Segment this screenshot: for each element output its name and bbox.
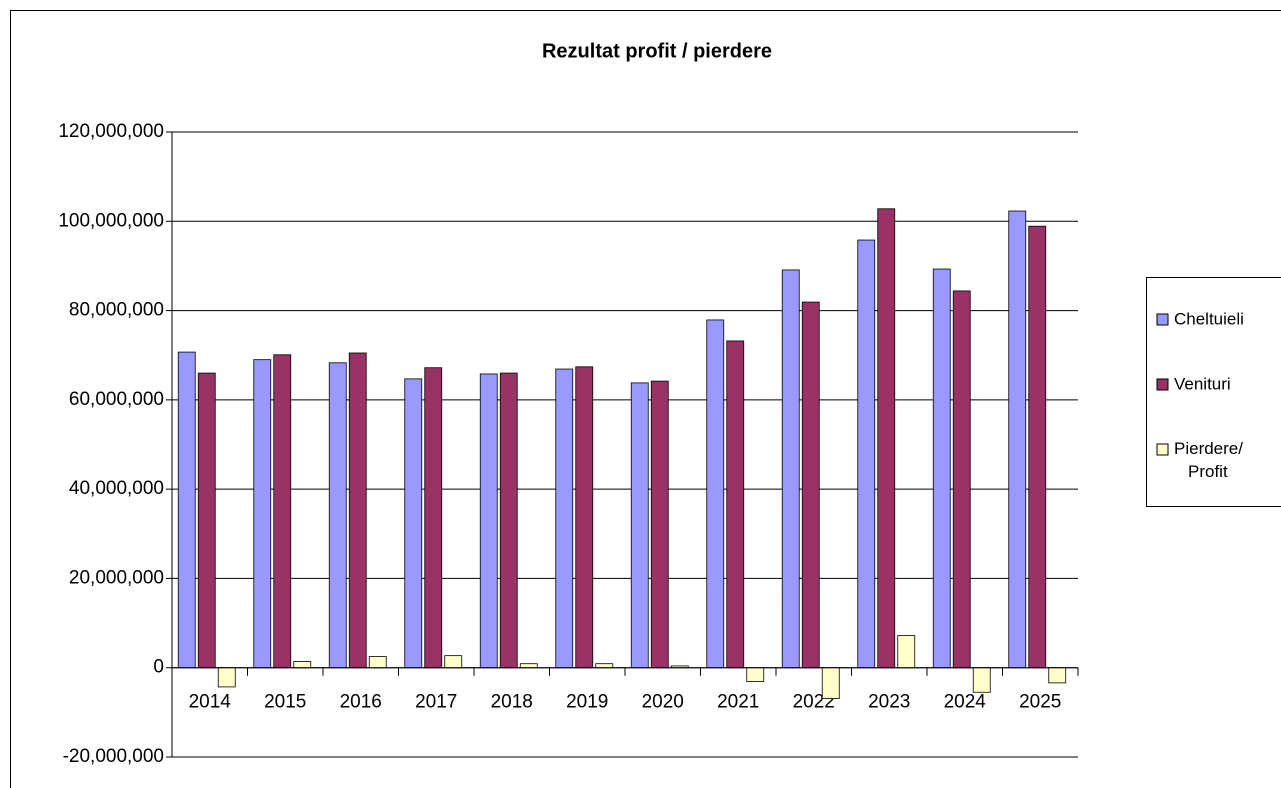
bar bbox=[499, 372, 518, 669]
legend-label: Venituri bbox=[1174, 374, 1231, 393]
y-tick-label: 120,000,000 bbox=[58, 121, 164, 142]
bar bbox=[972, 667, 991, 693]
bar bbox=[197, 372, 216, 669]
bar bbox=[368, 656, 387, 669]
bar bbox=[328, 362, 347, 669]
bar bbox=[952, 290, 971, 669]
y-tick-label: 100,000,000 bbox=[58, 210, 164, 231]
bar bbox=[1028, 225, 1047, 669]
y-tick-label: 80,000,000 bbox=[69, 300, 164, 321]
y-tick-label: -20,000,000 bbox=[63, 746, 164, 767]
bar bbox=[877, 208, 896, 669]
legend-swatch bbox=[1156, 313, 1169, 326]
bar bbox=[519, 663, 538, 669]
bar bbox=[801, 301, 820, 669]
x-tick-label: 2015 bbox=[264, 692, 306, 713]
legend-label: Pierdere/Profit bbox=[1174, 439, 1243, 481]
x-tick-label: 2016 bbox=[340, 692, 382, 713]
bar bbox=[650, 380, 669, 669]
x-tick-label: 2025 bbox=[1019, 692, 1061, 713]
bar bbox=[746, 667, 765, 682]
bar bbox=[293, 661, 312, 669]
legend-box bbox=[1146, 277, 1281, 507]
chart-title: Rezultat profit / pierdere bbox=[542, 40, 772, 62]
bar bbox=[479, 373, 498, 669]
y-tick-label: 0 bbox=[153, 657, 164, 678]
x-tick-label: 2023 bbox=[868, 692, 910, 713]
legend-swatch bbox=[1156, 378, 1169, 391]
bar bbox=[555, 368, 574, 669]
bar bbox=[253, 359, 272, 669]
bar bbox=[217, 667, 236, 688]
bar bbox=[177, 351, 196, 669]
bar bbox=[781, 269, 800, 669]
bar bbox=[1008, 210, 1027, 669]
x-tick-label: 2019 bbox=[566, 692, 608, 713]
bar bbox=[706, 319, 725, 669]
bar bbox=[575, 366, 594, 669]
bar bbox=[444, 655, 463, 669]
bar bbox=[726, 340, 745, 669]
bar bbox=[404, 378, 423, 669]
bar bbox=[897, 635, 916, 669]
bar bbox=[424, 367, 443, 669]
legend-swatch bbox=[1156, 443, 1169, 456]
bar bbox=[595, 663, 614, 669]
y-tick-label: 40,000,000 bbox=[69, 478, 164, 499]
bar bbox=[1048, 667, 1067, 684]
bar bbox=[630, 382, 649, 669]
bar bbox=[857, 239, 876, 669]
x-tick-label: 2017 bbox=[415, 692, 457, 713]
bar bbox=[348, 352, 367, 669]
bar bbox=[273, 354, 292, 669]
bar bbox=[932, 268, 951, 669]
x-tick-label: 2024 bbox=[944, 692, 987, 713]
legend-label: Cheltuieli bbox=[1174, 309, 1244, 328]
x-tick-label: 2021 bbox=[717, 692, 759, 713]
x-tick-label: 2014 bbox=[189, 692, 232, 713]
x-tick-label: 2018 bbox=[491, 692, 533, 713]
x-tick-label: 2020 bbox=[642, 692, 684, 713]
y-tick-label: 60,000,000 bbox=[69, 389, 164, 410]
bar bbox=[821, 667, 840, 699]
y-tick-label: 20,000,000 bbox=[69, 567, 164, 588]
